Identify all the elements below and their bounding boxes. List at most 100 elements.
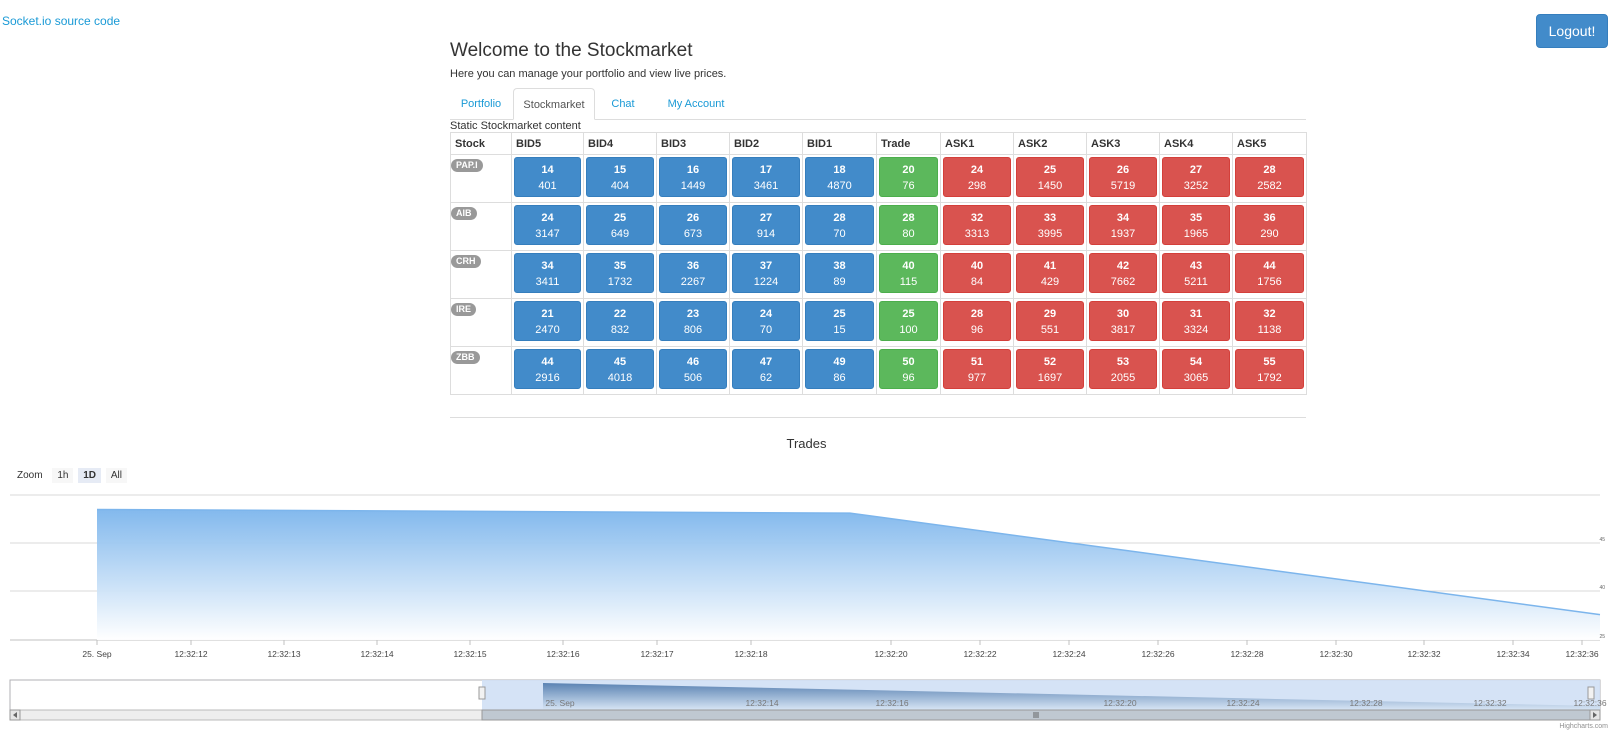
ask-button[interactable]: 44 1756 [1235,253,1304,293]
ask-button[interactable]: 28 96 [943,301,1011,341]
y-tick-label: 25 [1599,634,1605,640]
quote-price: 26 [686,212,700,224]
trade-button[interactable]: 28 80 [879,205,938,245]
zoom-all-button[interactable]: All [105,468,127,483]
bid-button[interactable]: 25 649 [586,205,654,245]
stock-badge[interactable]: PAP.I [451,159,483,172]
trade-button[interactable]: 50 96 [879,349,938,389]
ask-button[interactable]: 43 5211 [1162,253,1230,293]
ask-button[interactable]: 29 551 [1016,301,1084,341]
quote-cell: 14 401 [511,154,584,203]
quote-volume: 2582 [1257,180,1282,192]
bid-button[interactable]: 44 2916 [514,349,581,389]
bid-button[interactable]: 24 3147 [514,205,581,245]
stock-badge[interactable]: AIB [451,207,477,220]
ask-button[interactable]: 30 3817 [1089,301,1157,341]
quote-price: 36 [686,260,700,272]
stock-badge[interactable]: CRH [451,255,481,268]
quote-volume: 1224 [753,276,779,288]
quote-cell: 44 1756 [1232,250,1307,299]
bid-button[interactable]: 17 3461 [732,157,800,197]
bid-button[interactable]: 49 86 [805,349,874,389]
quote-cell: 15 404 [583,154,657,203]
stock-badge[interactable]: ZBB [451,351,480,364]
navigator-tick-label: 12:32:14 [745,698,778,708]
x-tick-label: 12:32:18 [734,649,767,659]
ask-button[interactable]: 27 3252 [1162,157,1230,197]
bid-button[interactable]: 28 70 [805,205,874,245]
bid-button[interactable]: 36 2267 [659,253,727,293]
source-code-link[interactable]: Socket.io source code [2,14,121,28]
ask-button[interactable]: 42 7662 [1089,253,1157,293]
bid-button[interactable]: 16 1449 [659,157,727,197]
bid-button[interactable]: 35 1732 [586,253,654,293]
bid-button[interactable]: 34 3411 [514,253,581,293]
x-tick-label: 12:32:34 [1496,649,1529,659]
ask-button[interactable]: 53 2055 [1089,349,1157,389]
bid-button[interactable]: 45 4018 [586,349,654,389]
tab-portfolio[interactable]: Portfolio [460,98,502,110]
bid-button[interactable]: 26 673 [659,205,727,245]
bid-button[interactable]: 23 806 [659,301,727,341]
quote-price: 28 [833,212,846,224]
ask-button[interactable]: 24 298 [943,157,1011,197]
quote-volume: 3252 [1183,180,1209,192]
zoom-1h-button[interactable]: 1h [52,468,74,483]
ask-button[interactable]: 34 1937 [1089,205,1157,245]
bid-button[interactable]: 15 404 [586,157,654,197]
ask-button[interactable]: 26 5719 [1089,157,1157,197]
quote-cell: 40 115 [876,250,941,299]
ask-button[interactable]: 28 2582 [1235,157,1304,197]
x-tick-label: 12:32:24 [1052,649,1085,659]
quote-price: 25 [613,212,627,224]
bid-button[interactable]: 38 89 [805,253,874,293]
ask-button[interactable]: 52 1697 [1016,349,1084,389]
quote-price: 28 [902,212,915,224]
ask-button[interactable]: 31 3324 [1162,301,1230,341]
bid-button[interactable]: 14 401 [514,157,581,197]
ask-button[interactable]: 55 1792 [1235,349,1304,389]
quote-volume: 298 [967,180,987,192]
ask-button[interactable]: 36 290 [1235,205,1304,245]
bid-button[interactable]: 25 15 [805,301,874,341]
bid-button[interactable]: 21 2470 [514,301,581,341]
quote-price: 15 [613,164,627,176]
quote-cell: 29 551 [1013,298,1087,347]
ask-button[interactable]: 33 3995 [1016,205,1084,245]
trade-button[interactable]: 25 100 [879,301,938,341]
trade-button[interactable]: 40 115 [879,253,938,293]
bid-button[interactable]: 18 4870 [805,157,874,197]
bid-button[interactable]: 27 914 [732,205,800,245]
bid-button[interactable]: 22 832 [586,301,654,341]
tab-stockmarket[interactable]: Stockmarket [513,88,595,120]
tab-my-account[interactable]: My Account [667,98,725,110]
quote-volume: 96 [902,372,915,384]
ask-button[interactable]: 35 1965 [1162,205,1230,245]
quote-cell: 24 298 [940,154,1014,203]
ask-button[interactable]: 54 3065 [1162,349,1230,389]
navigator-series [543,683,1600,710]
bid-button[interactable]: 46 506 [659,349,727,389]
quote-cell: 32 3313 [940,202,1014,251]
column-header: ASK2 [1013,132,1087,155]
bid-button[interactable]: 24 70 [732,301,800,341]
quote-price: 36 [1263,212,1276,224]
logout-button[interactable]: Logout! [1536,14,1608,48]
quote-price: 17 [759,164,773,176]
ask-button[interactable]: 25 1450 [1016,157,1084,197]
column-header: Trade [876,132,941,155]
stock-badge[interactable]: IRE [451,303,477,316]
ask-button[interactable]: 40 84 [943,253,1011,293]
x-tick-label: 12:32:22 [963,649,996,659]
quote-price: 51 [970,356,984,368]
ask-button[interactable]: 32 1138 [1235,301,1304,341]
tab-chat[interactable]: Chat [611,98,635,110]
trade-button[interactable]: 20 76 [879,157,938,197]
bid-button[interactable]: 37 1224 [732,253,800,293]
bid-button[interactable]: 47 62 [732,349,800,389]
zoom-1d-button[interactable]: 1D [78,468,102,483]
ask-button[interactable]: 41 429 [1016,253,1084,293]
ask-button[interactable]: 51 977 [943,349,1011,389]
stock-cell: IRE [450,298,512,347]
ask-button[interactable]: 32 3313 [943,205,1011,245]
